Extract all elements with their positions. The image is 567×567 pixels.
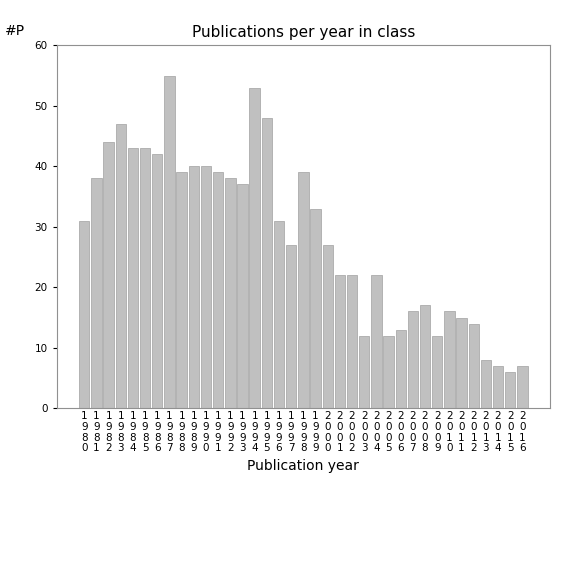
Bar <box>456 318 467 408</box>
Title: Publications per year in class: Publications per year in class <box>192 25 415 40</box>
Bar <box>128 148 138 408</box>
Bar <box>152 154 163 408</box>
Bar <box>225 179 235 408</box>
Bar <box>444 311 455 408</box>
Bar <box>164 75 175 408</box>
Bar <box>261 118 272 408</box>
Bar <box>91 179 101 408</box>
Bar <box>432 336 442 408</box>
Bar <box>505 372 515 408</box>
Bar <box>103 142 114 408</box>
Bar <box>298 172 308 408</box>
Bar <box>396 329 406 408</box>
Bar <box>79 221 90 408</box>
Bar <box>481 360 491 408</box>
Bar <box>213 172 223 408</box>
Bar <box>335 275 345 408</box>
Bar <box>347 275 357 408</box>
Bar <box>274 221 284 408</box>
Y-axis label: #P: #P <box>5 24 25 38</box>
Bar <box>323 245 333 408</box>
Bar <box>383 336 393 408</box>
Bar <box>420 306 430 408</box>
Bar <box>140 148 150 408</box>
Bar <box>517 366 527 408</box>
Bar <box>493 366 503 408</box>
Bar <box>468 324 479 408</box>
Bar <box>249 88 260 408</box>
X-axis label: Publication year: Publication year <box>247 459 359 473</box>
Bar <box>238 184 248 408</box>
Bar <box>116 124 126 408</box>
Bar <box>408 311 418 408</box>
Bar <box>310 209 321 408</box>
Bar <box>359 336 369 408</box>
Bar <box>286 245 297 408</box>
Bar <box>371 275 382 408</box>
Bar <box>189 166 199 408</box>
Bar <box>176 172 187 408</box>
Bar <box>201 166 211 408</box>
